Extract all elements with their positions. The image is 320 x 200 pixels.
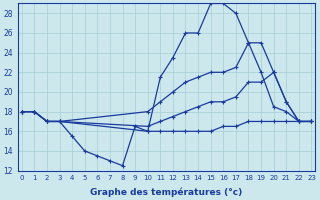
X-axis label: Graphe des températures (°c): Graphe des températures (°c) xyxy=(91,187,243,197)
